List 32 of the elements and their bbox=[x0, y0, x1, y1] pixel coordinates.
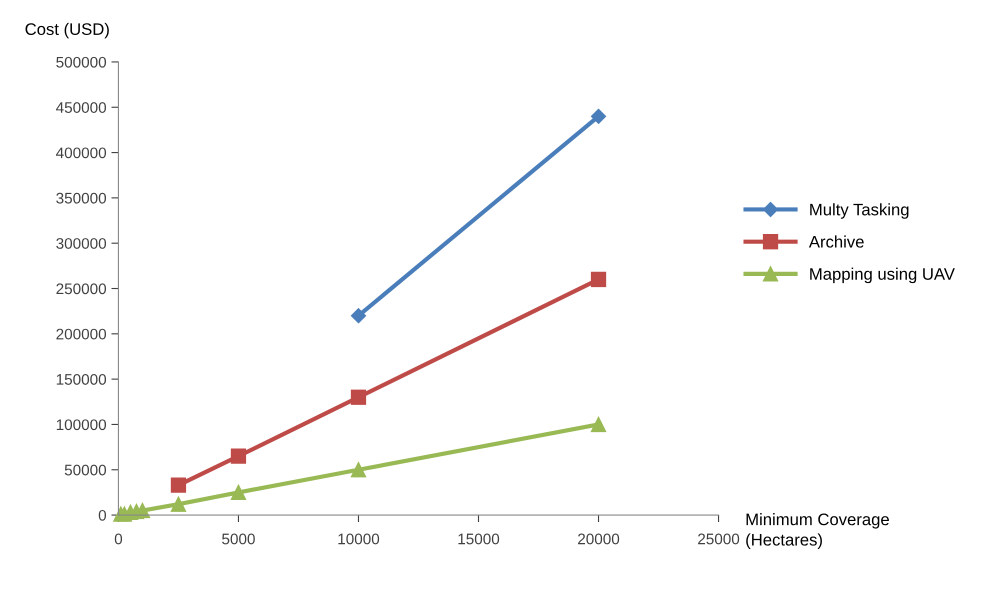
legend-label: Mapping using UAV bbox=[810, 268, 955, 284]
point bbox=[350, 462, 366, 478]
y-tick-label: 500000 bbox=[56, 56, 106, 68]
point bbox=[170, 478, 186, 493]
point bbox=[590, 416, 606, 432]
legend-label: Archive bbox=[808, 235, 864, 248]
x-axis-title: Minimum Coverage (Hectares) bbox=[746, 513, 889, 549]
x-tick-label: 10000 bbox=[338, 534, 380, 544]
point bbox=[590, 108, 606, 124]
y-tick-label: 300000 bbox=[56, 238, 106, 249]
legend-label: Multy Tasking bbox=[810, 203, 908, 219]
x-tick-label: 0 bbox=[114, 534, 122, 544]
x-tick-label: 20000 bbox=[578, 534, 620, 544]
y-tick-label: 250000 bbox=[56, 283, 106, 294]
y-tick-label: 100000 bbox=[56, 419, 106, 430]
x-tick-label: 5000 bbox=[222, 534, 255, 544]
point bbox=[230, 448, 246, 464]
point bbox=[590, 272, 606, 288]
y-axis-title: Cost (USD) bbox=[26, 22, 109, 38]
y-tick-label: 150000 bbox=[56, 374, 106, 385]
y-tick-label: 450000 bbox=[56, 102, 106, 113]
x-tick-label: 15000 bbox=[458, 534, 500, 544]
y-tick-label: 400000 bbox=[56, 147, 106, 158]
y-tick-label: 50000 bbox=[64, 464, 106, 476]
point bbox=[230, 484, 246, 500]
point bbox=[350, 308, 366, 324]
point bbox=[350, 390, 366, 405]
y-tick-label: 0 bbox=[98, 510, 106, 521]
y-tick-label: 200000 bbox=[56, 328, 106, 340]
point bbox=[170, 496, 186, 512]
x-tick-label: 25000 bbox=[698, 534, 740, 544]
y-tick-label: 350000 bbox=[56, 192, 106, 204]
